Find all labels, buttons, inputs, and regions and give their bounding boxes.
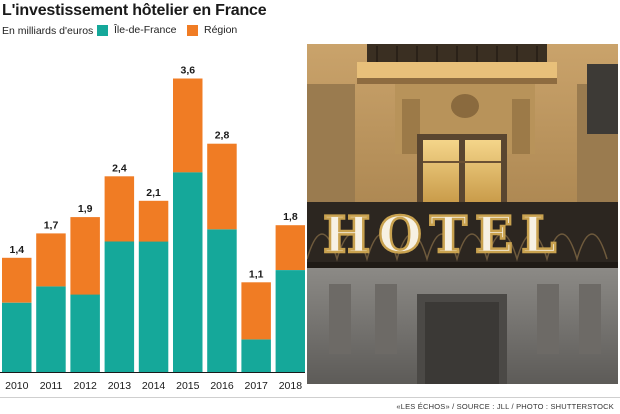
chart-title: L'investissement hôtelier en France bbox=[2, 2, 267, 19]
bar-ile-de-france-2012 bbox=[70, 294, 100, 372]
hotel-facade-illustration: HOTEL bbox=[307, 44, 618, 384]
bar-region-2016 bbox=[207, 143, 237, 230]
bar-region-2014 bbox=[138, 200, 169, 242]
x-tick-2012: 2012 bbox=[74, 380, 98, 392]
bar-ile-de-france-2015 bbox=[173, 172, 203, 372]
total-label-2011: 1,7 bbox=[44, 219, 59, 231]
x-tick-2018: 2018 bbox=[279, 380, 303, 392]
source-credit: «LES ÉCHOS» / SOURCE : JLL / PHOTO : SHU… bbox=[396, 402, 614, 411]
total-label-2010: 1,4 bbox=[9, 244, 24, 256]
total-label-2018: 1,8 bbox=[283, 211, 298, 223]
total-label-2015: 3,6 bbox=[180, 65, 195, 77]
bar-region-2010 bbox=[2, 257, 32, 303]
bar-region-2012 bbox=[70, 217, 100, 295]
total-label-2013: 2,4 bbox=[112, 162, 127, 174]
bar-region-2018 bbox=[275, 225, 305, 270]
bar-region-2013 bbox=[104, 176, 135, 242]
total-label-2012: 1,9 bbox=[78, 203, 93, 215]
hotel-sign-text: HOTEL bbox=[323, 205, 564, 264]
bar-ile-de-france-2018 bbox=[275, 270, 305, 372]
x-tick-2013: 2013 bbox=[108, 380, 132, 392]
bar-ile-de-france-2017 bbox=[241, 339, 271, 372]
bar-ile-de-france-2013 bbox=[104, 241, 135, 372]
legend-ile-de-france: Île-de-France bbox=[97, 24, 176, 36]
x-tick-2017: 2017 bbox=[245, 380, 269, 392]
legend-label-region: Région bbox=[204, 24, 238, 36]
bar-ile-de-france-2010 bbox=[2, 302, 32, 372]
total-label-2016: 2,8 bbox=[215, 130, 230, 142]
total-label-2014: 2,1 bbox=[146, 187, 161, 199]
legend-swatch-region bbox=[187, 24, 198, 36]
x-tick-2011: 2011 bbox=[40, 380, 63, 392]
legend-region: Région bbox=[187, 24, 237, 36]
stacked-bar-chart: 1,4 2010 1,7 2011 1,9 2012 2,4 2013 2,1 2014 3,6 20… bbox=[0, 65, 305, 392]
x-tick-2010: 2010 bbox=[5, 380, 29, 392]
footer-rule bbox=[0, 397, 620, 398]
bar-region-2011 bbox=[36, 233, 66, 287]
legend-swatch-ile-de-france bbox=[97, 24, 108, 36]
bar-region-2015 bbox=[173, 78, 203, 173]
bar-region-2017 bbox=[241, 282, 271, 340]
bar-ile-de-france-2014 bbox=[138, 241, 169, 372]
x-tick-2014: 2014 bbox=[142, 380, 166, 392]
bar-ile-de-france-2011 bbox=[36, 286, 66, 372]
hotel-photo: HOTEL bbox=[307, 44, 618, 384]
x-tick-2015: 2015 bbox=[176, 380, 200, 392]
legend-label-ile-de-france: Île-de-France bbox=[114, 24, 177, 36]
bar-ile-de-france-2016 bbox=[207, 229, 237, 372]
unit-label: En milliards d'euros bbox=[2, 25, 94, 37]
total-label-2017: 1,1 bbox=[249, 268, 264, 280]
x-tick-2016: 2016 bbox=[210, 380, 234, 392]
